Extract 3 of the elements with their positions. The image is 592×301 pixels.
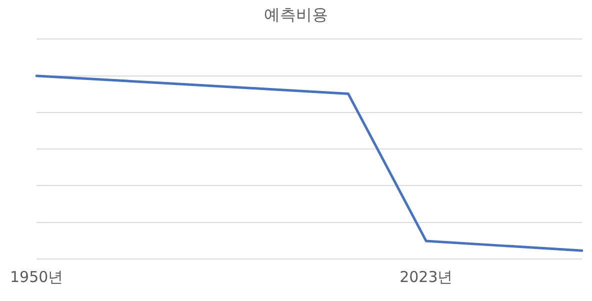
chart-title: 예측비용 xyxy=(264,4,328,24)
x-tick-label: 2023년 xyxy=(400,268,453,286)
x-tick-label: 1950년 xyxy=(10,268,64,286)
